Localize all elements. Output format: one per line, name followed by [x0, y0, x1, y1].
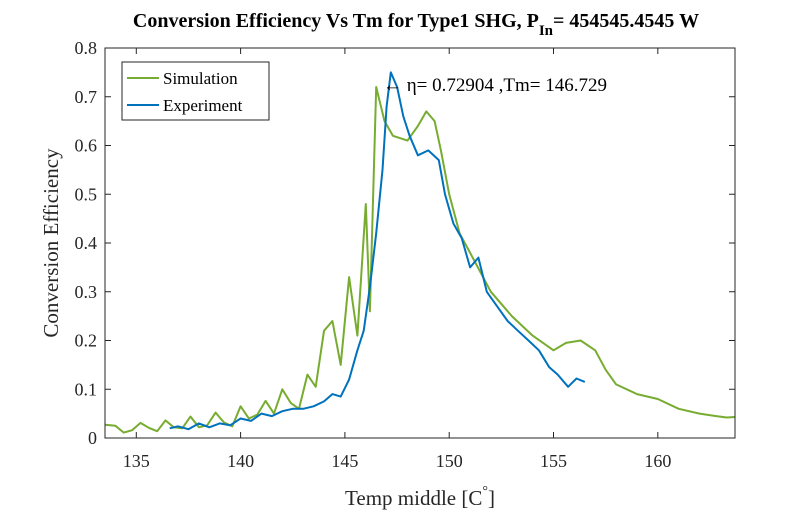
- legend-label-simulation: Simulation: [163, 69, 238, 88]
- y-tick-label: 0.2: [75, 331, 98, 351]
- x-tick-label: 160: [644, 451, 671, 471]
- y-tick-label: 0.1: [75, 379, 98, 399]
- y-tick-label: 0.4: [75, 233, 98, 253]
- y-tick-label: 0.6: [75, 136, 98, 156]
- y-tick-label: 0.7: [75, 87, 98, 107]
- y-tick-label: 0.5: [75, 184, 98, 204]
- x-tick-label: 140: [227, 451, 254, 471]
- legend: Simulation Experiment: [121, 61, 270, 121]
- axes-box: [104, 47, 736, 439]
- peak-annotation: ← η= 0.72904 ,Tm= 146.729: [383, 75, 607, 96]
- y-tick-label: 0: [88, 428, 97, 448]
- y-tick-label: 0.8: [75, 38, 98, 58]
- y-tick-label: 0.3: [75, 282, 98, 302]
- y-axis-label: Conversion Efficiency: [39, 148, 63, 338]
- x-tick-label: 150: [436, 451, 463, 471]
- legend-label-experiment: Experiment: [163, 96, 243, 115]
- series-layer: [104, 71, 736, 434]
- series-line-experiment: [169, 71, 586, 431]
- x-tick-label: 135: [123, 451, 150, 471]
- x-tick-label: 145: [331, 451, 358, 471]
- chart-title: Conversion Efficiency Vs Tm for Type1 SH…: [133, 10, 699, 39]
- x-axis-label: Temp middle [C°]: [345, 484, 495, 510]
- legend-box: [121, 61, 270, 121]
- series-line-simulation: [104, 86, 736, 434]
- ticks-layer: 135 140 145 150 155 160 0 0.1 0.2 0.3 0.4 0.5 0.6 0.7…: [75, 38, 735, 471]
- x-tick-label: 155: [540, 451, 567, 471]
